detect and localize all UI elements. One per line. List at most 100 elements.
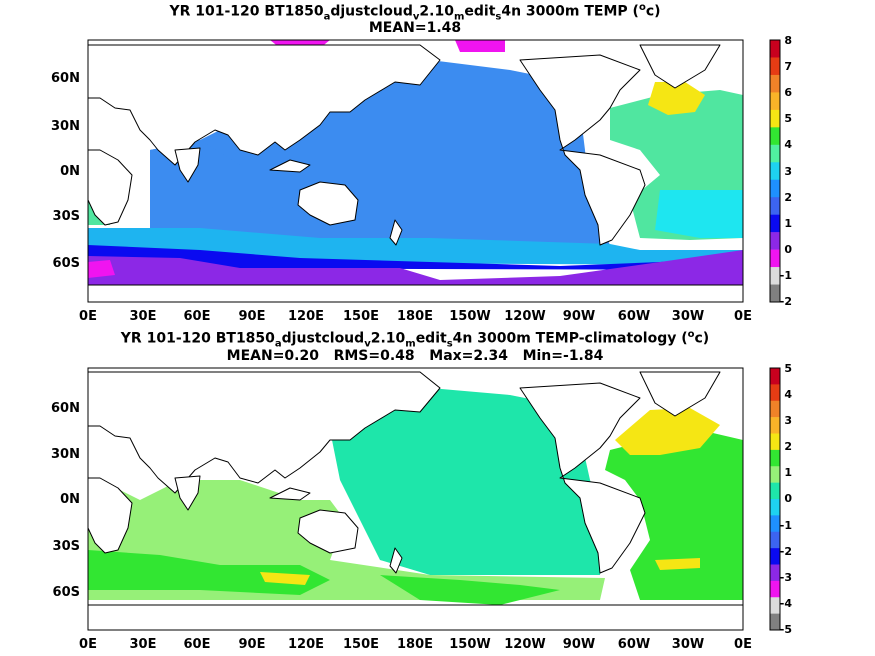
colorbar-swatch <box>770 249 780 268</box>
top-lat-labels: 60N 30N 0N 30S 60S <box>51 71 80 271</box>
bottom-lat-label: 0N <box>60 492 80 507</box>
bottom-land-africa <box>88 477 133 554</box>
top-magenta-patch-arctic2 <box>455 40 505 52</box>
top-lon-label: 150E <box>343 309 379 324</box>
colorbar-frame <box>769 367 781 631</box>
bottom-land-newzealand <box>389 547 403 574</box>
bottom-colorbar-label: -4 <box>780 597 793 610</box>
colorbar-swatch <box>770 499 780 516</box>
bottom-colorbar-label: -1 <box>780 519 792 532</box>
top-lon-label: 120W <box>504 309 545 324</box>
top-lon-labels: 0E 30E 60E 90E 120E 150E 180E 150W 120W … <box>79 309 752 324</box>
bottom-colorbar-label: 2 <box>784 440 792 453</box>
bottom-colorbar-label: 1 <box>784 466 792 479</box>
top-colorbar-label: 5 <box>784 112 792 125</box>
bottom-map-field <box>88 388 743 605</box>
colorbar-swatch <box>770 144 780 163</box>
colorbar-swatch <box>770 466 780 483</box>
bottom-colorbar-label: -5 <box>780 623 792 636</box>
top-lat-label: 30N <box>51 119 80 134</box>
top-colorbar-label: 2 <box>784 191 792 204</box>
colorbar-swatch <box>770 433 780 451</box>
bottom-lon-label: 120W <box>504 637 545 652</box>
top-colorbar-label: 7 <box>784 60 792 73</box>
bottom-land-india <box>174 475 201 511</box>
colorbar-swatch <box>770 531 780 549</box>
top-lon-label: 60W <box>618 309 650 324</box>
bottom-land-eurasia <box>88 371 441 494</box>
colorbar-swatch <box>770 564 780 582</box>
top-land-india <box>174 147 201 183</box>
top-map-panel: 60N 30N 0N 30S 60S 0E 30E 60E 90E 120E 1… <box>51 34 792 324</box>
top-panel-title: YR 101-120 BT1850adjustcloudv2.10medits4… <box>169 2 661 23</box>
colorbar-frame <box>769 39 781 303</box>
bottom-colorbar-labels: 5 4 3 2 1 0 -1 -2 -3 -4 -5 <box>780 362 793 636</box>
top-lon-label: 30W <box>672 309 704 324</box>
bottom-map-frame <box>87 367 744 631</box>
colorbar-swatch <box>770 127 780 146</box>
bottom-lon-label: 0E <box>734 637 752 652</box>
top-colorbar-label: 3 <box>784 165 792 178</box>
top-atlantic-yellow <box>648 82 705 115</box>
bottom-atlantic-yellow <box>615 408 720 455</box>
colorbar-swatch <box>770 109 780 128</box>
colorbar-swatch <box>770 449 780 467</box>
colorbar-swatch <box>770 179 780 198</box>
bottom-lon-label: 180E <box>397 637 433 652</box>
bottom-atlantic-green <box>605 430 743 600</box>
top-lon-label: 30E <box>130 309 157 324</box>
top-lon-label: 120E <box>288 309 324 324</box>
bottom-pacific-ocean <box>330 388 605 575</box>
bottom-southern-yellow <box>260 572 310 585</box>
top-colorbar-label: -1 <box>780 269 792 282</box>
top-land-newzealand <box>389 219 403 246</box>
top-map-field <box>88 40 743 285</box>
colorbar-swatch <box>770 597 780 614</box>
bottom-lon-label: 60W <box>618 637 650 652</box>
top-purple-band <box>88 250 743 285</box>
bottom-land-antarctica <box>88 604 743 630</box>
top-lon-label: 180E <box>397 309 433 324</box>
top-land-greenland <box>639 44 721 89</box>
top-colorbar-label: 1 <box>784 217 792 230</box>
top-atlantic-cyan <box>655 190 743 238</box>
top-lon-label: 90E <box>239 309 266 324</box>
bottom-lon-label: 0E <box>79 637 97 652</box>
top-lat-label: 60S <box>53 256 80 271</box>
bottom-colorbar-label: 3 <box>784 414 792 427</box>
bottom-panel-stats: MEAN=0.20 RMS=0.48 Max=2.34 Min=-1.84 <box>226 348 604 364</box>
bottom-colorbar-label: -2 <box>780 545 792 558</box>
colorbar-swatch <box>770 267 780 285</box>
colorbar-swatch <box>770 214 780 233</box>
top-magenta-patch <box>88 260 115 278</box>
top-lon-label: 150W <box>449 309 490 324</box>
colorbar-swatch <box>770 197 780 215</box>
top-continents <box>88 44 743 302</box>
top-land-eurasia <box>88 44 441 166</box>
bottom-lon-label: 90E <box>239 637 266 652</box>
top-land-antarctica <box>88 284 743 302</box>
colorbar-swatch <box>770 384 780 402</box>
bottom-colorbar-label: -3 <box>780 571 792 584</box>
bottom-lon-label: 30W <box>672 637 704 652</box>
colorbar-swatch <box>770 92 780 111</box>
colorbar-swatch <box>770 580 780 598</box>
colorbar-swatch <box>770 232 780 250</box>
bottom-lon-label: 90W <box>563 637 595 652</box>
top-lat-label: 60N <box>51 71 80 86</box>
top-colorbar-labels: 8 7 6 5 4 3 2 1 0 -1 -2 <box>780 34 793 308</box>
top-land-seasia <box>269 159 311 173</box>
bottom-panel-title: YR 101-120 BT1850adjustcloudv2.10medits4… <box>120 329 710 350</box>
bottom-land-greenland <box>639 371 721 417</box>
bottom-lat-label: 60N <box>51 401 80 416</box>
top-lat-label: 0N <box>60 164 80 179</box>
top-map-frame <box>87 39 744 303</box>
bottom-map-panel: 60N 30N 0N 30S 60S 0E 30E 60E 90E 120E 1… <box>51 362 792 652</box>
bottom-southern-green <box>88 550 330 595</box>
colorbar-swatch <box>770 368 780 385</box>
bottom-colorbar-label: 5 <box>784 362 792 375</box>
top-land-australia <box>297 181 359 226</box>
top-land-americas <box>519 54 646 246</box>
bottom-lon-labels: 0E 30E 60E 90E 120E 150E 180E 150W 120W … <box>79 637 752 652</box>
